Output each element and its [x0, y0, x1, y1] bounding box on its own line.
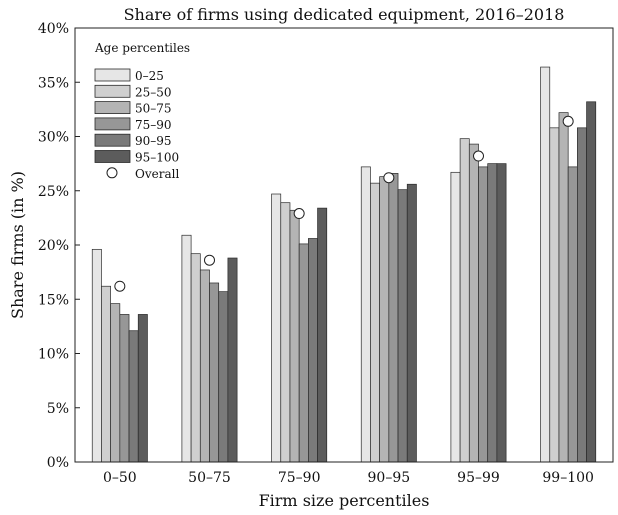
y-tick-label: 20% [38, 238, 69, 254]
x-tick-label: 50–75 [188, 470, 231, 486]
bar [496, 163, 507, 463]
bar [209, 282, 220, 463]
y-tick-label: 10% [38, 347, 69, 363]
y-tick-label: 30% [38, 130, 69, 146]
y-tick-label: 5% [47, 401, 69, 417]
bar [137, 314, 148, 463]
bar [577, 127, 587, 463]
x-tick-label: 99–100 [542, 470, 594, 486]
y-tick-label: 0% [47, 455, 69, 471]
overall-marker [204, 254, 215, 266]
legend-label: 90–95 [135, 134, 172, 148]
bar [119, 314, 130, 463]
legend-title: Age percentiles [94, 41, 190, 55]
legend-label: 25–50 [135, 85, 172, 99]
bar [317, 207, 328, 463]
legend: Age percentiles 0–25 25–50 50–75 75–90 90–95… [94, 41, 190, 181]
bar [227, 257, 238, 463]
bar [388, 173, 399, 463]
bar [487, 163, 498, 463]
bar [370, 182, 380, 463]
y-tick-label: 35% [38, 75, 69, 91]
x-tick-label: 95–99 [457, 470, 500, 486]
y-tick-label: 25% [38, 184, 69, 200]
bar [101, 285, 111, 463]
bars [91, 66, 597, 463]
y-tick-label: 40% [38, 21, 69, 37]
legend-swatch [94, 84, 131, 98]
x-tick-label: 0–50 [103, 470, 137, 486]
bar [190, 253, 201, 463]
bar [379, 176, 390, 463]
y-axis-title: Share firms (in %) [8, 171, 27, 319]
legend-label: 50–75 [135, 102, 172, 116]
legend-swatch [94, 117, 131, 131]
bar [406, 183, 417, 463]
x-axis-ticks: 0–50 50–75 75–90 90–95 95–99 99–100 [103, 457, 594, 486]
y-tick-label: 15% [38, 292, 69, 308]
legend-swatch [94, 150, 131, 163]
bar [298, 243, 309, 463]
x-tick-label: 75–90 [278, 470, 321, 486]
bar [567, 166, 578, 463]
bar [459, 138, 470, 463]
bar [478, 166, 489, 463]
legend-label: 0–25 [135, 69, 164, 83]
plot-frame [74, 27, 614, 463]
bar [586, 101, 597, 463]
bar [218, 291, 229, 463]
bar [128, 330, 139, 463]
bar [289, 209, 300, 463]
bar [271, 193, 282, 463]
legend-label: 95–100 [135, 151, 179, 165]
bar [199, 269, 210, 463]
legend-swatch [94, 133, 131, 147]
bar [468, 143, 479, 463]
chart-title: Share of firms using dedicated equipment… [124, 5, 565, 24]
bar [549, 127, 560, 463]
bar [308, 238, 318, 463]
bar [360, 166, 371, 463]
bar [397, 189, 408, 463]
overall-marker [293, 208, 305, 220]
legend-overall-marker [106, 167, 118, 179]
overall-marker [114, 280, 126, 292]
bar [91, 248, 102, 463]
legend-swatch [94, 68, 131, 82]
legend-label: Overall [135, 167, 179, 181]
bar [558, 112, 569, 463]
bar [110, 303, 121, 463]
overall-marker [383, 172, 395, 184]
bar [450, 171, 461, 463]
overall-marker [562, 115, 574, 127]
y-axis-ticks: 0% 5% 10% 15% 20% 25% 30% 35% 40% [38, 21, 80, 471]
bar [181, 234, 192, 463]
legend-swatch [94, 101, 131, 114]
overall-marker [473, 150, 484, 162]
bar [280, 202, 291, 463]
legend-items: 0–25 25–50 50–75 75–90 90–95 95–100 Overall [94, 68, 179, 181]
x-tick-label: 90–95 [368, 470, 411, 486]
overall-markers [114, 115, 574, 292]
x-axis-title: Firm size percentiles [259, 491, 430, 510]
bar [540, 66, 551, 463]
legend-label: 75–90 [135, 118, 172, 132]
